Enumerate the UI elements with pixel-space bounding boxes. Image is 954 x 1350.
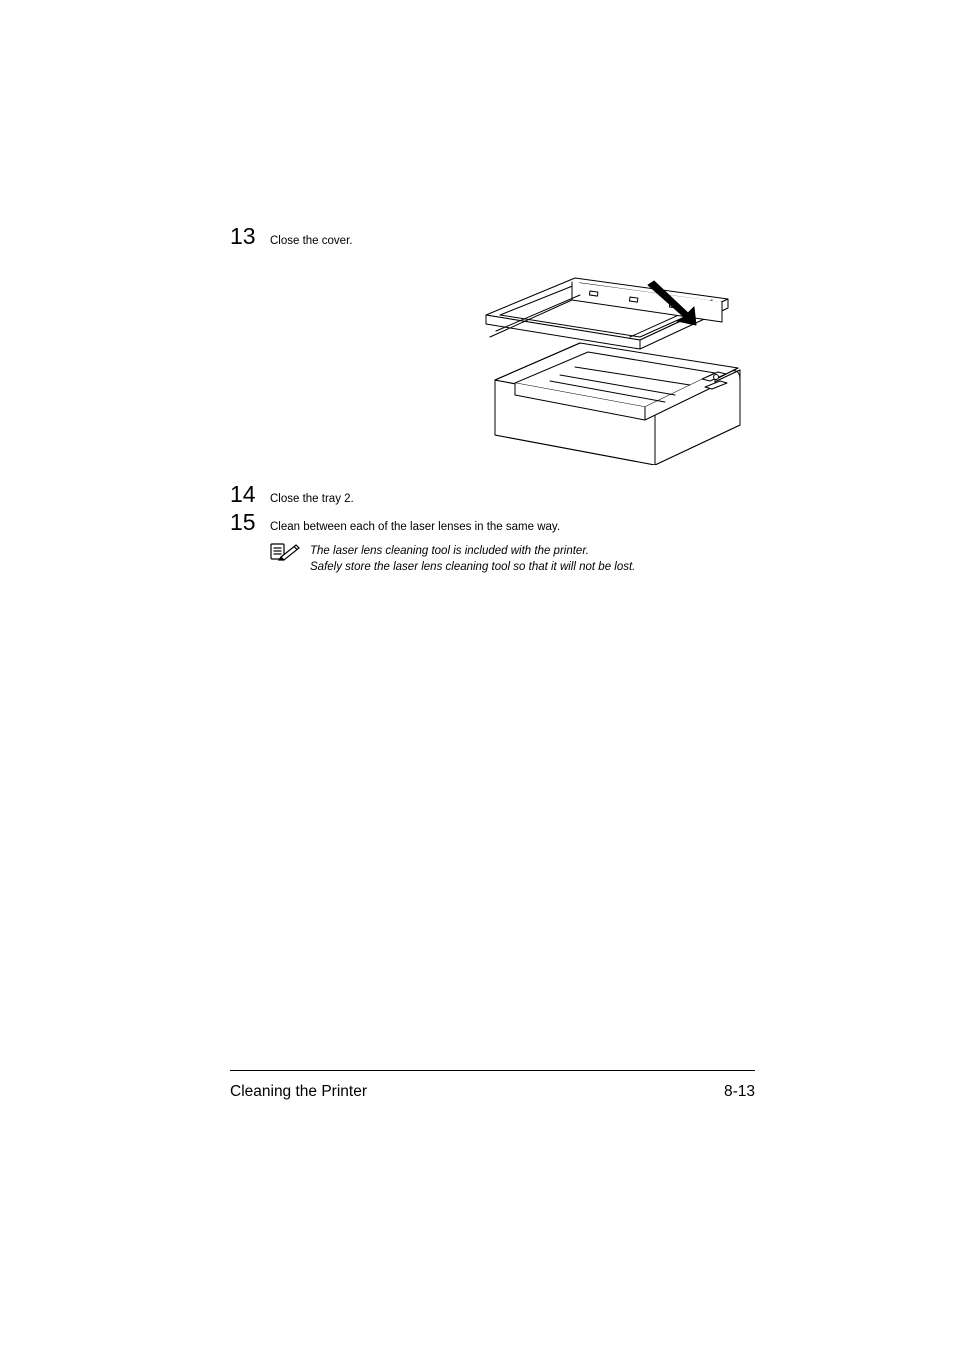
printer-tray-illustration bbox=[480, 255, 750, 465]
note-row: The laser lens cleaning tool is included… bbox=[270, 541, 755, 575]
step-15-row: 15 Clean between each of the laser lense… bbox=[230, 511, 755, 535]
footer-page-number: 8-13 bbox=[724, 1083, 755, 1101]
step-13-row: 13 Close the cover. bbox=[230, 225, 755, 249]
step-14-text: Close the tray 2. bbox=[270, 483, 354, 507]
step-14-row: 14 Close the tray 2. bbox=[230, 483, 755, 507]
note-text: The laser lens cleaning tool is included… bbox=[310, 541, 635, 575]
note-line1: The laser lens cleaning tool is included… bbox=[310, 545, 589, 557]
step-13-text: Close the cover. bbox=[270, 225, 352, 249]
step-15-text: Clean between each of the laser lenses i… bbox=[270, 511, 560, 535]
page-footer: Cleaning the Printer 8-13 bbox=[230, 1070, 755, 1101]
note-icon bbox=[270, 541, 300, 561]
footer-title: Cleaning the Printer bbox=[230, 1083, 367, 1101]
steps-14-15-group: 14 Close the tray 2. 15 Clean between ea… bbox=[230, 483, 755, 575]
page-content: 13 Close the cover. bbox=[230, 225, 755, 575]
step-14-number: 14 bbox=[230, 483, 270, 506]
note-line2: Safely store the laser lens cleaning too… bbox=[310, 561, 635, 573]
step-13-number: 13 bbox=[230, 225, 270, 248]
step-15-number: 15 bbox=[230, 511, 270, 534]
